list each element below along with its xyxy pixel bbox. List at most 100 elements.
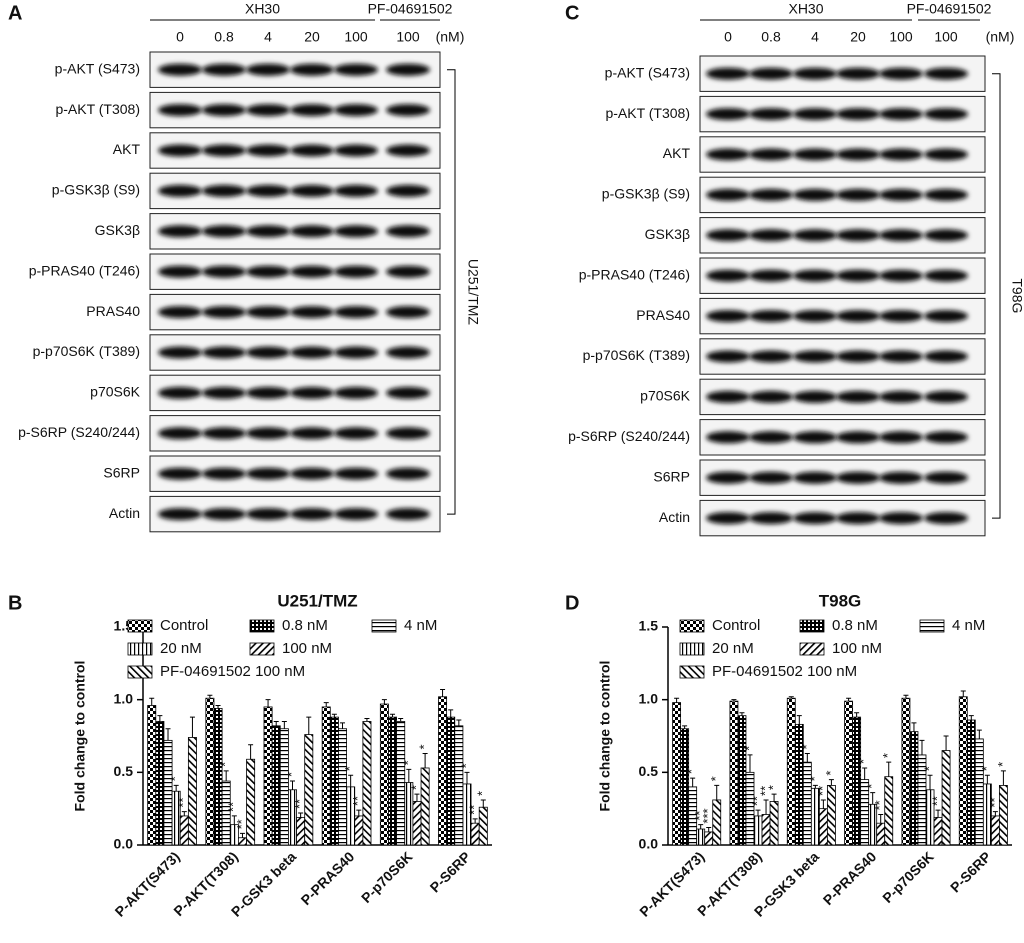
band <box>836 390 880 403</box>
legend-swatch <box>249 642 275 656</box>
error-bar <box>747 754 753 773</box>
band <box>706 310 750 323</box>
error-bar <box>846 697 852 702</box>
band <box>158 508 202 521</box>
band <box>334 467 378 480</box>
error-bar <box>674 697 680 703</box>
band <box>793 512 837 525</box>
error-bar <box>854 712 860 718</box>
band <box>749 229 793 242</box>
significance-mark: * <box>766 785 781 790</box>
bar <box>844 700 854 846</box>
band <box>836 471 880 484</box>
dose-label: 20 <box>304 29 320 45</box>
error-bar <box>356 809 362 816</box>
legend-label: 100 nM <box>282 640 332 657</box>
bar <box>404 782 414 846</box>
error-bar <box>231 815 237 825</box>
x-tick-label: P-p70S6K <box>358 848 416 906</box>
error-bar <box>755 809 761 816</box>
error-bar <box>289 780 295 790</box>
band <box>290 306 334 319</box>
band <box>879 471 923 484</box>
bar <box>454 725 464 846</box>
error-bar <box>927 774 933 790</box>
significance-mark: * <box>807 776 822 781</box>
legend-swatch <box>919 619 945 633</box>
bar <box>852 716 862 846</box>
band <box>158 467 202 480</box>
error-bar <box>248 744 254 760</box>
band <box>158 225 202 238</box>
band <box>879 67 923 80</box>
band <box>202 346 246 359</box>
band <box>924 431 968 444</box>
band <box>290 63 334 76</box>
bar <box>288 789 297 846</box>
dose-label: 4 <box>811 29 819 45</box>
band <box>879 148 923 161</box>
band <box>836 67 880 80</box>
band <box>836 350 880 363</box>
band <box>290 265 334 278</box>
error-bar <box>828 779 834 786</box>
band <box>158 346 202 359</box>
bar <box>420 767 430 846</box>
dose-label: 0.8 <box>761 29 781 45</box>
error-bar <box>886 761 892 777</box>
band <box>793 431 837 444</box>
error-bar <box>223 770 229 782</box>
band <box>749 188 793 201</box>
bar <box>794 723 804 846</box>
band <box>334 306 378 319</box>
band <box>246 306 290 319</box>
significance-mark: ** <box>987 797 1002 807</box>
bar <box>761 814 771 846</box>
bar <box>974 738 984 846</box>
bar <box>901 697 911 846</box>
band <box>706 108 750 121</box>
error-bar <box>935 809 941 818</box>
band <box>386 225 430 238</box>
cell-line-label: T98G <box>1009 278 1024 313</box>
error-bar <box>804 752 810 763</box>
band <box>924 310 968 323</box>
significance-mark: * <box>475 791 490 796</box>
bar <box>205 697 215 846</box>
error-bar <box>878 813 884 824</box>
legend-label: 4 nM <box>404 617 437 634</box>
bar <box>304 734 314 846</box>
group-label: XH30 <box>245 1 280 17</box>
significance-mark: * <box>856 759 871 764</box>
significance-mark: ** <box>692 811 707 821</box>
band <box>334 508 378 521</box>
band <box>202 306 246 319</box>
significance-mark: * <box>708 776 723 781</box>
error-bar <box>390 713 396 718</box>
error-bar <box>239 832 245 838</box>
error-bar <box>207 694 213 699</box>
significance-mark: * <box>823 771 838 776</box>
bar <box>982 783 992 846</box>
significance-mark: * <box>799 744 814 749</box>
significance-mark: ** <box>350 796 365 806</box>
bar <box>412 801 422 846</box>
band <box>290 144 334 157</box>
band <box>836 512 880 525</box>
band <box>793 67 837 80</box>
band <box>793 188 837 201</box>
band <box>202 427 246 440</box>
band <box>202 467 246 480</box>
panel-letter: B <box>8 592 22 614</box>
row-label: p70S6K <box>90 384 140 400</box>
band <box>924 390 968 403</box>
bar <box>696 828 706 846</box>
band <box>334 265 378 278</box>
band <box>246 184 290 197</box>
significance-mark: ** <box>757 786 772 796</box>
compound-label: PF-04691502 <box>907 1 992 17</box>
bar <box>213 707 223 846</box>
band <box>290 346 334 359</box>
band <box>290 184 334 197</box>
panel-letter: D <box>565 592 579 614</box>
